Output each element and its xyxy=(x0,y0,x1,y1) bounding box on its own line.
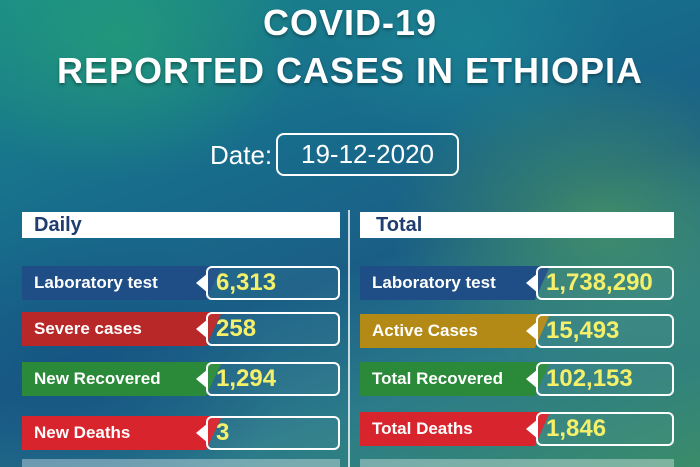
total-footer-bar xyxy=(360,459,674,467)
total-lab-test-label: Laboratory test xyxy=(360,266,550,300)
total-deaths-arrow-icon xyxy=(526,419,538,439)
total-lab-test-value: 1,738,290 xyxy=(536,266,674,300)
title-line-2: REPORTED CASES IN ETHIOPIA xyxy=(56,50,644,91)
daily-lab-test-arrow-icon xyxy=(196,273,208,293)
daily-lab-test-value: 6,313 xyxy=(206,266,340,300)
daily-recovered-label: New Recovered xyxy=(22,362,222,396)
daily-severe-label: Severe cases xyxy=(22,312,222,346)
daily-recovered-arrow-icon xyxy=(196,369,208,389)
total-deaths-value: 1,846 xyxy=(536,412,674,446)
total-header: Total xyxy=(360,212,674,238)
total-active-arrow-icon xyxy=(526,321,538,341)
daily-deaths-label: New Deaths xyxy=(22,416,222,450)
daily-footer-bar xyxy=(22,459,340,467)
total-recovered-arrow-icon xyxy=(526,369,538,389)
total-active-label: Active Cases xyxy=(360,314,550,348)
daily-lab-test-label: Laboratory test xyxy=(22,266,222,300)
date-label: Date: xyxy=(210,140,273,170)
total-recovered-value: 102,153 xyxy=(536,362,674,396)
daily-header: Daily xyxy=(22,212,340,238)
daily-recovered-value: 1,294 xyxy=(206,362,340,396)
total-deaths-label: Total Deaths xyxy=(360,412,550,446)
daily-deaths-value: 3 xyxy=(206,416,340,450)
panel-divider xyxy=(348,210,350,467)
total-lab-test-arrow-icon xyxy=(526,273,538,293)
date-value: 19-12-2020 xyxy=(276,133,459,176)
total-active-value: 15,493 xyxy=(536,314,674,348)
title-line-1: COVID-19 xyxy=(262,2,438,43)
daily-severe-value: 258 xyxy=(206,312,340,346)
daily-deaths-arrow-icon xyxy=(196,423,208,443)
daily-severe-arrow-icon xyxy=(196,319,208,339)
total-recovered-label: Total Recovered xyxy=(360,362,550,396)
